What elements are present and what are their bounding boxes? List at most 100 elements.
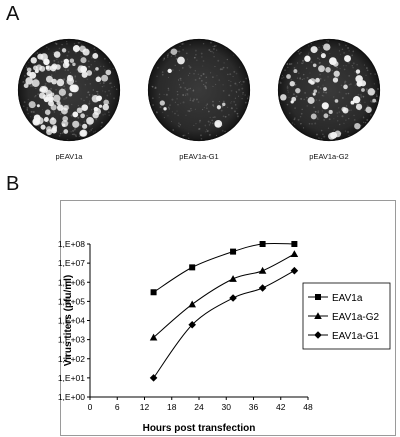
plate-speckle xyxy=(201,108,204,111)
plaque xyxy=(352,96,361,104)
plate-speckle xyxy=(362,96,365,98)
plate-speckle xyxy=(208,133,211,136)
plate-speckle xyxy=(303,78,305,80)
plate-speckle xyxy=(179,124,181,126)
legend-label: EAV1a-G1 xyxy=(332,331,379,342)
plate-speckle xyxy=(70,114,73,117)
plate-speckle xyxy=(236,113,238,115)
plate-speckle xyxy=(306,76,309,79)
plate-speckle xyxy=(152,97,154,99)
plate-speckle xyxy=(296,62,299,64)
plaque xyxy=(307,96,315,104)
plaque xyxy=(61,123,66,127)
plate-speckle xyxy=(366,119,369,121)
plate-speckle xyxy=(62,104,64,106)
plate-speckle xyxy=(214,116,216,118)
plaque xyxy=(68,92,73,97)
plate-speckle xyxy=(318,58,320,60)
plaque xyxy=(332,77,339,83)
x-tick-label: 12 xyxy=(140,402,150,412)
plate-speckle xyxy=(177,125,179,127)
plate-speckle xyxy=(108,111,110,113)
plate-speckle xyxy=(167,76,169,78)
plate-speckle xyxy=(62,132,64,134)
plate-speckle xyxy=(313,106,315,109)
legend-label: EAV1a-G2 xyxy=(332,312,379,323)
plaque xyxy=(33,119,39,125)
data-point-eav1a-g2 xyxy=(258,266,267,274)
plate-speckle xyxy=(35,87,37,90)
plaque xyxy=(25,77,33,85)
plate-speckle xyxy=(176,98,178,100)
plate-speckle xyxy=(319,61,321,64)
plate-speckle xyxy=(345,119,347,121)
plate-speckle xyxy=(59,132,62,135)
plate-speckle xyxy=(32,110,35,113)
plate-speckle xyxy=(96,91,98,93)
plaque xyxy=(92,111,99,119)
plate-speckle xyxy=(338,50,341,52)
plate-speckle xyxy=(353,114,355,117)
plate-speckle xyxy=(208,124,211,126)
plaque xyxy=(45,65,50,70)
plate-speckle xyxy=(217,59,220,62)
plate-speckle xyxy=(174,101,176,103)
plate-speckle xyxy=(174,112,176,115)
plate-speckle xyxy=(166,54,169,57)
plate-peav1a-g2: pEAV1a-G2 xyxy=(277,38,381,170)
plate-speckle xyxy=(186,89,189,91)
plate-speckle xyxy=(241,97,243,100)
plate-speckle xyxy=(366,105,369,107)
plate-speckle xyxy=(236,115,239,118)
plate-speckle xyxy=(108,114,110,116)
plaque xyxy=(80,113,85,119)
plaque xyxy=(330,131,338,139)
plate-speckle xyxy=(297,118,300,121)
plate-speckle xyxy=(188,65,190,67)
plaque xyxy=(44,109,51,116)
plate-speckle xyxy=(205,87,207,90)
plate-speckle xyxy=(172,69,174,71)
plaque xyxy=(63,129,69,134)
y-tick-label: 1,E+07 xyxy=(58,258,85,268)
plate-speckle xyxy=(194,78,197,81)
plate-speckle xyxy=(238,88,241,91)
plate-speckle xyxy=(317,91,320,94)
plate-speckle xyxy=(83,120,86,123)
plate-speckle xyxy=(229,73,232,76)
plate-speckle xyxy=(211,50,213,53)
plate-speckle xyxy=(348,62,350,64)
plate-speckle xyxy=(185,114,187,116)
plate-speckle xyxy=(370,100,372,102)
plate-speckle xyxy=(193,98,195,101)
plate-speckle xyxy=(174,54,177,57)
plate-speckle xyxy=(75,80,77,83)
plate-speckle xyxy=(88,103,90,105)
plate-rim xyxy=(147,38,251,142)
plate-speckle xyxy=(185,93,187,95)
plaque xyxy=(328,109,333,115)
plate-speckle xyxy=(230,107,233,110)
plaque xyxy=(69,58,75,63)
plaque xyxy=(82,123,88,129)
plate-speckle xyxy=(25,66,28,69)
plate-speckle xyxy=(310,61,313,64)
plate-speckle xyxy=(286,85,289,88)
plate-speckle xyxy=(204,86,207,89)
plaque xyxy=(62,116,69,122)
plate-speckle xyxy=(209,122,212,124)
x-tick-label: 18 xyxy=(167,402,177,412)
plate-speckle xyxy=(324,79,326,81)
plaque xyxy=(365,106,372,113)
plate-speckle xyxy=(212,104,215,107)
plate-speckle xyxy=(213,105,215,107)
plate-speckle xyxy=(298,72,300,74)
plate-speckle xyxy=(322,133,324,135)
plate-speckle xyxy=(55,88,57,91)
plate-speckle xyxy=(63,85,66,88)
plate-image-peav1a xyxy=(17,38,121,142)
plate-speckle xyxy=(192,99,195,102)
plate-speckle xyxy=(53,59,56,62)
plate-speckle xyxy=(350,109,352,111)
plate-speckle xyxy=(73,43,76,45)
